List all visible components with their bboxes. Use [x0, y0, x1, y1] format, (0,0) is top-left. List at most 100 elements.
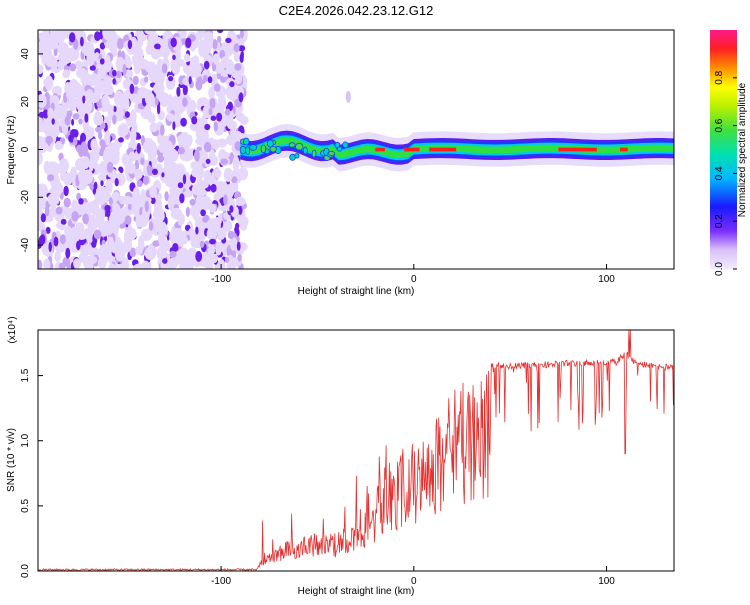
noise-blob [195, 226, 199, 235]
noise-blob [112, 114, 117, 125]
noise-blob [144, 76, 149, 83]
noise-blob [170, 207, 182, 220]
noise-blob [89, 183, 94, 191]
colorbar-tick-label: 0.2 [714, 214, 725, 228]
y-tick-label: 20 [20, 96, 31, 108]
noise-blob [60, 30, 69, 39]
noise-blob [197, 30, 204, 39]
noise-blob [140, 189, 147, 205]
noise-blob [168, 257, 179, 269]
noise-blob [229, 128, 237, 142]
carrier-blob [336, 146, 343, 152]
noise-blob [100, 139, 106, 151]
noise-blob [148, 67, 158, 83]
noise-blob [119, 195, 127, 205]
snr-x-label: Height of straight line (km) [298, 586, 415, 597]
spectrogram-x-label: Height of straight line (km) [298, 286, 415, 297]
spectrogram-heatmap [38, 30, 674, 269]
noise-blob [93, 181, 98, 190]
noise-blob [164, 191, 169, 202]
noise-blob [235, 222, 240, 230]
noise-blob [154, 43, 161, 50]
noise-blob [94, 31, 101, 41]
noise-blob [117, 109, 125, 117]
noise-blob [196, 174, 203, 188]
noise-blob [188, 76, 192, 85]
noise-blob [210, 115, 217, 121]
noise-blob [205, 158, 211, 164]
noise-blob [207, 76, 213, 84]
noise-blob [162, 258, 168, 264]
noise-blob [82, 213, 89, 225]
noise-blob [145, 44, 153, 55]
noise-blob [99, 42, 106, 50]
noise-blob [112, 203, 121, 216]
noise-blob [171, 64, 181, 75]
colorbar-ticks: 0.0 0.2 0.4 0.6 0.8 [714, 70, 737, 276]
noise-blob [150, 122, 158, 133]
noise-blob [72, 136, 78, 146]
noise-blob [195, 161, 203, 172]
noise-blob [44, 75, 54, 91]
carrier-blob [302, 146, 308, 155]
noise-blob [95, 126, 102, 133]
noise-blob [191, 185, 198, 195]
noise-blob [63, 197, 71, 208]
noise-blob [191, 116, 198, 125]
noise-blob [116, 70, 122, 79]
noise-blob [118, 137, 124, 143]
noise-blob [225, 37, 232, 44]
noise-blob [179, 193, 185, 204]
noise-blob [39, 234, 46, 245]
noise-blob [95, 218, 102, 228]
noise-blob [142, 175, 150, 186]
noise-blob [85, 255, 98, 265]
noise-blob [223, 167, 233, 182]
noise-blob [74, 60, 83, 70]
noise-blob [116, 38, 125, 50]
snr-scale-label: (x10⁴) [7, 316, 18, 343]
noise-blob [102, 30, 114, 41]
noise-blob [73, 38, 79, 50]
noise-blob [69, 32, 76, 43]
noise-blob [174, 106, 184, 115]
noise-blob [216, 112, 223, 122]
noise-blob [217, 35, 222, 43]
carrier-peak [404, 147, 420, 152]
noise-blob [157, 154, 165, 163]
noise-blob [238, 167, 249, 181]
noise-blob [76, 200, 88, 216]
snr-series-line [38, 330, 674, 571]
noise-blob [82, 95, 86, 104]
noise-blob [122, 63, 127, 76]
noise-blob [73, 258, 82, 269]
noise-blob [203, 169, 212, 184]
noise-blob [178, 247, 190, 260]
noise-blob [206, 227, 217, 241]
noise-blob [150, 48, 161, 60]
noise-blob [59, 53, 71, 65]
noise-blob [144, 200, 149, 213]
noise-blob [176, 86, 181, 97]
y-tick-label: 1.0 [20, 433, 31, 447]
noise-blob [214, 83, 221, 92]
noise-blob [64, 207, 74, 220]
noise-blob [208, 107, 213, 116]
noise-blob [124, 111, 130, 118]
noise-blob [158, 92, 170, 105]
noise-blob [217, 226, 226, 240]
noise-blob [63, 185, 69, 197]
noise-blob [130, 109, 137, 125]
noise-blob [156, 245, 168, 261]
noise-blob [129, 127, 137, 143]
noise-blob [78, 118, 83, 125]
noise-blob [80, 132, 86, 144]
noise-blob [189, 204, 201, 218]
noise-blob [89, 65, 96, 71]
noise-blob [44, 124, 56, 139]
noise-blob [71, 118, 75, 126]
noise-blob [225, 83, 237, 100]
y-tick-label: 0.5 [20, 498, 31, 512]
noise-blob [38, 64, 44, 75]
